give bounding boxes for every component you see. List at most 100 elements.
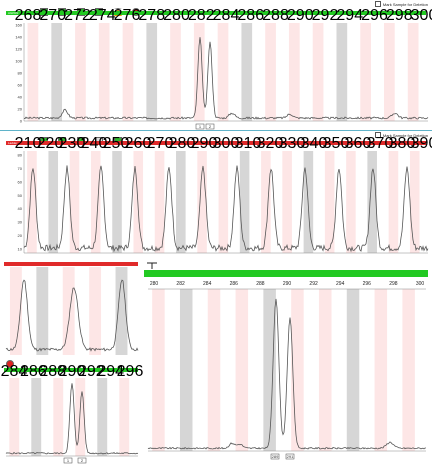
bin-pink (170, 23, 181, 121)
x-tick-label: 320 (257, 135, 284, 152)
x-tick-label: 284 (1, 363, 28, 380)
bin-pink (119, 378, 130, 456)
bin-pink (27, 23, 39, 121)
x-tick-label: 210 (15, 135, 42, 152)
x-tick-label: 230 (59, 135, 86, 152)
y-tick-label: 140 (15, 35, 22, 40)
bin-gray (179, 289, 193, 451)
y-tick-label: 40 (18, 206, 23, 211)
allele-marker-label: 289 (272, 454, 279, 459)
x-tick-label: 280 (163, 7, 190, 24)
x-tick-label: 296 (117, 363, 144, 380)
x-tick-label: 288 (262, 7, 289, 24)
x-tick-label: 276 (114, 7, 141, 24)
sample-panel-1: Mark Sample for Deletion AGPAN 160 140 120… (0, 0, 432, 130)
bin-pink (90, 151, 101, 253)
mark-delete-label-2: Mark Sample for Deletion (382, 132, 428, 138)
allele-marker-box (77, 457, 87, 464)
bin-pink (75, 378, 86, 456)
y-tick-label: 120 (15, 47, 22, 52)
divider (0, 130, 432, 131)
zoom-sample-small-panel: 284 286 288 290 292 294 296 1 2 (1, 360, 143, 465)
x-tick-label: 288 (256, 281, 265, 287)
x-tick-label: 270 (147, 135, 174, 152)
zoom-sample-small-bar (4, 368, 138, 372)
x-tick-label: 272 (64, 7, 91, 24)
bin-gray (48, 151, 59, 253)
x-tick-label: 240 (81, 135, 108, 152)
allele-marker-box (63, 457, 73, 464)
bin-pink (133, 151, 144, 253)
zoom-ladder-bar (4, 262, 138, 266)
x-tick-label: 282 (176, 281, 185, 287)
x-tick-label: 282 (188, 7, 215, 24)
bin-pink (27, 151, 37, 253)
bin-pink (9, 378, 20, 456)
x-tick-label: 340 (301, 135, 328, 152)
zoom-ladder-panel (4, 262, 140, 357)
allele-marker-label: 1 (67, 458, 70, 463)
bin-gray (346, 289, 360, 451)
allele-marker-label: 291 (287, 454, 294, 459)
mark-delete-checkbox-1[interactable]: Mark Sample for Deletion (374, 1, 428, 7)
y-tick-label: 20 (18, 107, 23, 112)
bin-gray (367, 151, 377, 253)
bin-pink (75, 23, 86, 121)
bin-gray (36, 267, 49, 355)
allele-marker-box (285, 453, 295, 460)
zoom-main-trace[interactable]: 280 282 284 286 288 290 292 294 296 298 300 289 291 (144, 277, 428, 467)
checkbox-icon[interactable] (374, 1, 381, 7)
x-tick-label: 330 (279, 135, 306, 152)
x-tick-label: 280 (169, 135, 196, 152)
x-tick-label: 280 (150, 281, 159, 287)
bin-pink (384, 23, 395, 121)
x-tick-label: 286 (237, 7, 264, 24)
stop-icon[interactable] (6, 360, 14, 368)
bin-gray (112, 151, 122, 253)
y-tick-label: 60 (18, 83, 23, 88)
mark-delete-checkbox-2[interactable]: Mark Sample for Deletion (374, 132, 428, 138)
x-tick-label: 290 (59, 363, 86, 380)
ladder-panel: Mark Sample for Deletion Ladder 80 70 60 50… (0, 132, 432, 260)
bin-pink (69, 151, 80, 253)
electropherogram-1[interactable]: 1601401201008060402002682702722742762782… (0, 7, 432, 130)
x-tick-label: 300 (416, 281, 425, 287)
bin-gray (97, 378, 108, 456)
y-tick-label: 60 (18, 179, 23, 184)
bin-gray (336, 23, 348, 121)
bin-pink (360, 23, 371, 121)
x-tick-label: 268 (15, 7, 42, 24)
x-tick-label: 274 (89, 7, 116, 24)
zoom-main-bar (144, 270, 428, 277)
x-tick-label: 298 (389, 281, 398, 287)
x-tick-label: 284 (203, 281, 212, 287)
sample-status-bar-1 (6, 11, 426, 15)
x-tick-label: 250 (103, 135, 130, 152)
bin-pink (402, 289, 415, 451)
x-tick-label: 220 (37, 135, 64, 152)
x-tick-label: 296 (361, 7, 388, 24)
zoom-sample-small-line (5, 383, 139, 455)
bin-pink (62, 267, 75, 355)
bin-pink (374, 289, 388, 451)
zoom-ladder-trace[interactable] (4, 267, 140, 357)
x-tick-label: 292 (78, 363, 105, 380)
x-tick-label: 290 (287, 7, 314, 24)
bin-pink (261, 151, 271, 253)
y-tick-label: 30 (18, 220, 23, 225)
checkbox-icon[interactable] (374, 132, 381, 138)
x-tick-label: 360 (345, 135, 372, 152)
bin-gray (176, 151, 186, 253)
x-tick-label: 284 (213, 7, 240, 24)
y-tick-label: 10 (18, 247, 23, 252)
bin-pink (53, 378, 64, 456)
allele-marker-box (195, 123, 205, 130)
bin-pink (318, 289, 332, 451)
bin-pink (288, 23, 300, 121)
x-tick-label: 294 (97, 363, 124, 380)
electropherogram-ladder[interactable]: 80 70 60 50 40 30 20 10 210220230240250260270280… (0, 135, 432, 260)
y-tick-label: 20 (18, 233, 23, 238)
x-tick-label: 260 (125, 135, 152, 152)
y-tick-label: 160 (15, 23, 22, 28)
